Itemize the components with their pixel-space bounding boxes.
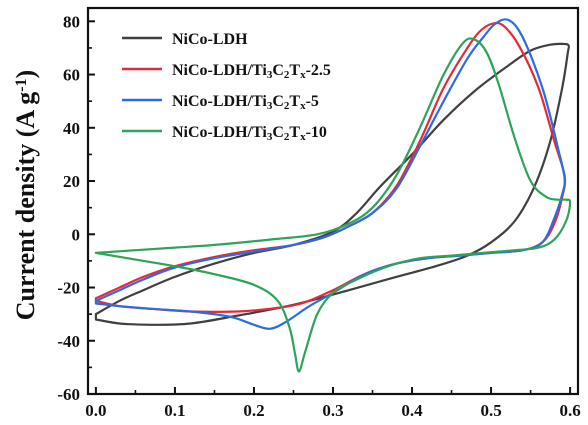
legend-label: NiCo-LDH/Ti3C2Tx-10 — [172, 124, 327, 143]
x-tick-label: 0.4 — [401, 401, 423, 420]
legend-label: NiCo-LDH/Ti3C2Tx-5 — [172, 93, 319, 112]
legend-label: NiCo-LDH — [172, 31, 248, 48]
series-line — [94, 37, 572, 373]
series-lines — [94, 18, 572, 373]
y-tick-label: 80 — [63, 12, 80, 31]
x-tick-label: 0.3 — [322, 401, 343, 420]
x-tick-label: 0.2 — [243, 401, 264, 420]
x-tick-label: 0.1 — [164, 401, 185, 420]
y-tick-label: 40 — [63, 119, 80, 138]
y-tick-label: -60 — [57, 385, 80, 404]
plot-frame — [86, 6, 580, 396]
y-axis-title: Current density (A g-1) — [11, 70, 40, 320]
y-tick-label: 60 — [63, 66, 80, 85]
y-tick-label: 0 — [72, 225, 81, 244]
y-tick-label: -40 — [57, 332, 80, 351]
legend-label: NiCo-LDH/Ti3C2Tx-2.5 — [172, 62, 331, 81]
legend: NiCo-LDH NiCo-LDH/Ti3C2Tx-2.5 NiCo-LDH/Ti3… — [122, 31, 331, 143]
y-axis-label: Current density (A g-1) — [11, 70, 40, 320]
x-tick-label: 0.5 — [480, 401, 501, 420]
y-tick-label: -20 — [57, 279, 80, 298]
series-line — [94, 42, 571, 326]
y-tick-label: 20 — [63, 172, 80, 191]
x-tick-label: 0.6 — [559, 401, 580, 420]
series-line — [94, 18, 566, 330]
axes: 0.0 0.1 0.2 0.3 0.4 0.5 0.6 -60 -40 -20 0 20 40 60 80 — [57, 6, 581, 420]
x-tick-label: 0.0 — [85, 401, 106, 420]
